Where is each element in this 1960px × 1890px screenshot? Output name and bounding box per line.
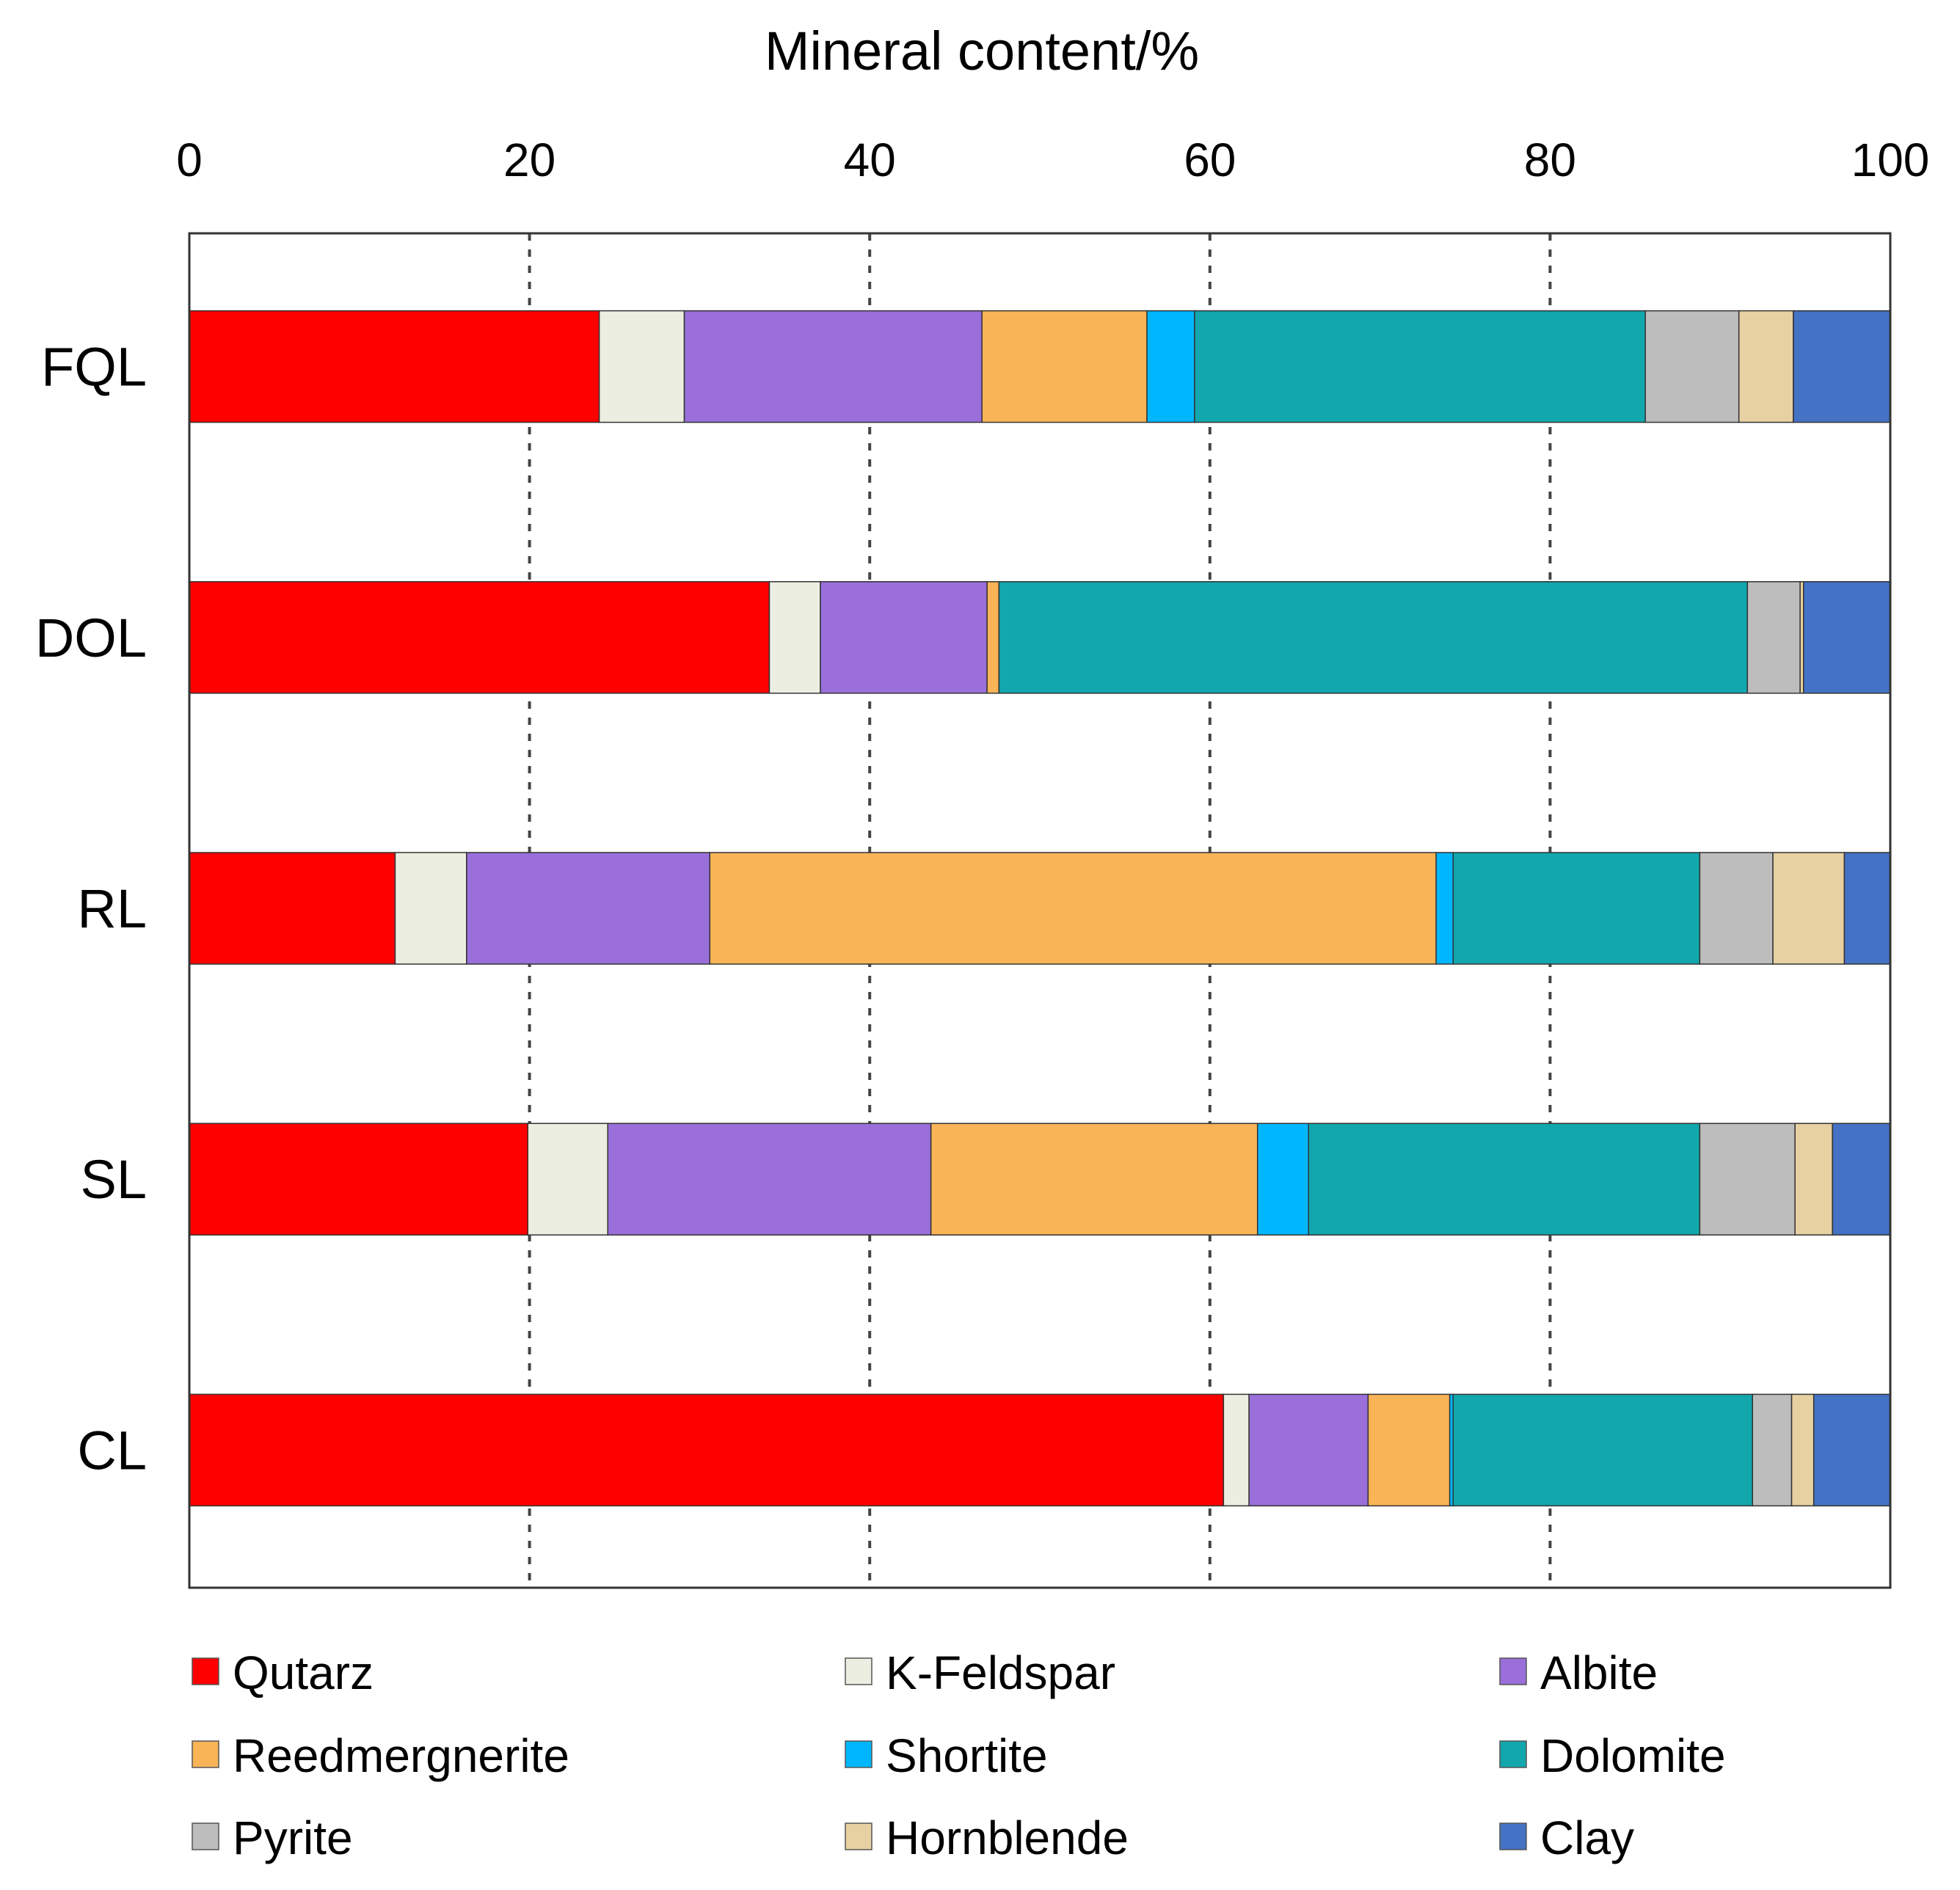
bar-segment bbox=[981, 310, 1148, 423]
x-tick-label: 20 bbox=[503, 134, 555, 186]
category-label: CL bbox=[77, 1420, 147, 1481]
bar-segment bbox=[1452, 852, 1701, 965]
bar-segment bbox=[1308, 1123, 1701, 1236]
bar-segment bbox=[189, 581, 770, 694]
bar-segment bbox=[1452, 1393, 1753, 1507]
bar-segment bbox=[930, 1123, 1258, 1236]
legend-swatch bbox=[192, 1657, 219, 1685]
bar-segment bbox=[1194, 310, 1646, 423]
bar-segment bbox=[1223, 1393, 1250, 1507]
x-tick-label: 100 bbox=[1851, 134, 1930, 186]
bar-segment bbox=[189, 1123, 529, 1236]
plot-frame bbox=[188, 232, 1892, 1589]
bar-segment bbox=[1813, 1393, 1891, 1507]
bar-segment bbox=[1367, 1393, 1451, 1507]
bar-segment bbox=[466, 852, 711, 965]
bar-segment bbox=[768, 581, 821, 694]
category-label: FQL bbox=[41, 337, 147, 398]
legend-label: Hornblende bbox=[886, 1811, 1129, 1864]
bar-segment bbox=[709, 852, 1437, 965]
x-axis-ticks: 0 20 40 60 80 100 bbox=[176, 134, 1929, 186]
bar-segment bbox=[1772, 852, 1846, 965]
bar-segment bbox=[1752, 1393, 1793, 1507]
legend-swatch bbox=[1499, 1822, 1527, 1850]
legend-swatch bbox=[845, 1740, 872, 1768]
bar-segment bbox=[1146, 310, 1195, 423]
bar-segment bbox=[598, 310, 685, 423]
x-tick-label: 80 bbox=[1524, 134, 1576, 186]
bar-segment bbox=[1738, 310, 1794, 423]
bar-segment bbox=[820, 581, 988, 694]
x-tick-label: 40 bbox=[844, 134, 896, 186]
bar-segment bbox=[1790, 1393, 1815, 1507]
legend: Qutarz K-Feldspar Albite Reedmergnerite Shor… bbox=[192, 1646, 1726, 1864]
legend-label: K-Feldspar bbox=[886, 1646, 1115, 1699]
legend-label: Shortite bbox=[886, 1729, 1048, 1782]
bar-segment bbox=[1793, 310, 1891, 423]
legend-label: Albite bbox=[1540, 1646, 1658, 1699]
bar-segment bbox=[189, 310, 600, 423]
bar-segment bbox=[1746, 581, 1801, 694]
bar-segment bbox=[998, 581, 1749, 694]
legend-swatch bbox=[845, 1657, 872, 1685]
bar-segment bbox=[1803, 581, 1891, 694]
bar-segment bbox=[189, 852, 396, 965]
legend-swatch bbox=[1499, 1740, 1527, 1768]
legend-swatch bbox=[1499, 1657, 1527, 1685]
bar-segment bbox=[1699, 1123, 1796, 1236]
bar-segment bbox=[527, 1123, 608, 1236]
legend-label: Pyrite bbox=[233, 1811, 353, 1864]
bars bbox=[189, 310, 1891, 1507]
bar-segment bbox=[394, 852, 467, 965]
bar-segment bbox=[1644, 310, 1740, 423]
legend-swatch bbox=[192, 1740, 219, 1768]
x-tick-label: 0 bbox=[176, 134, 203, 186]
legend-label: Dolomite bbox=[1540, 1729, 1726, 1782]
bar-segment bbox=[986, 581, 1000, 694]
x-tick-label: 60 bbox=[1184, 134, 1236, 186]
bar-segment bbox=[1699, 852, 1774, 965]
bar-segment bbox=[1435, 852, 1454, 965]
legend-label: Reedmergnerite bbox=[233, 1729, 569, 1782]
x-axis-title: Mineral content/% bbox=[765, 21, 1199, 81]
bar-segment bbox=[1832, 1123, 1891, 1236]
bar-segment bbox=[1248, 1393, 1369, 1507]
legend-swatch bbox=[192, 1822, 219, 1850]
legend-label: Clay bbox=[1540, 1811, 1634, 1864]
bar-segment bbox=[683, 310, 983, 423]
bar-segment bbox=[1794, 1123, 1833, 1236]
category-label: RL bbox=[77, 878, 147, 939]
legend-label: Qutarz bbox=[233, 1646, 374, 1699]
bar-segment bbox=[189, 1393, 1225, 1507]
bar-segment bbox=[1843, 852, 1891, 965]
bar-segment bbox=[607, 1123, 932, 1236]
y-axis-categories: FQL DOL RL SL CL bbox=[35, 337, 147, 1481]
category-label: SL bbox=[80, 1149, 147, 1210]
bar-segment bbox=[1256, 1123, 1309, 1236]
legend-swatch bbox=[845, 1822, 872, 1850]
category-label: DOL bbox=[35, 608, 147, 668]
